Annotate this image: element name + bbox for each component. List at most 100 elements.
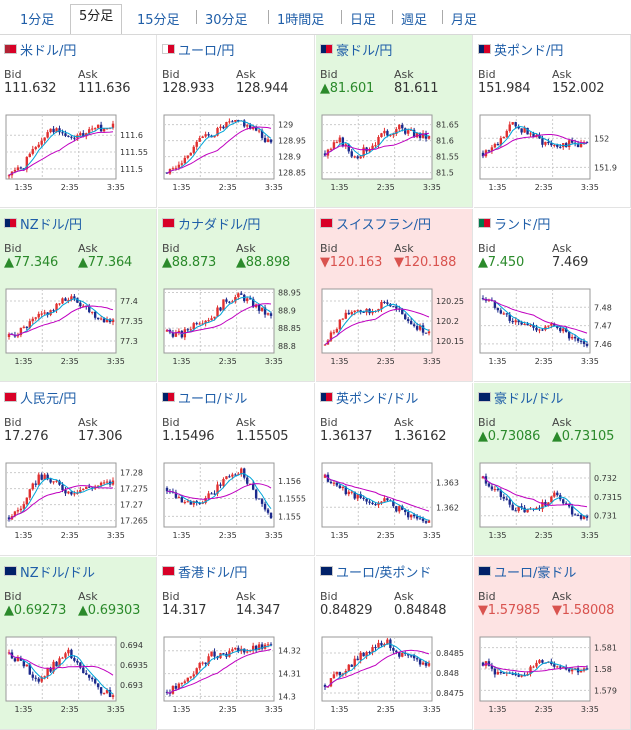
candle-body xyxy=(177,497,181,499)
mini-candle-chart[interactable]: 1.156 1.1555 1.155 1:35 2:35 3:35 xyxy=(162,461,312,543)
tab-0[interactable]: 1分足 xyxy=(20,13,55,28)
mini-candle-chart[interactable]: 129 128.95 128.9 128.85 1:35 2:35 3:35 xyxy=(162,113,312,195)
pair-name-link[interactable]: ランド/円 xyxy=(494,217,551,233)
x-tick-label: 2:35 xyxy=(377,705,395,714)
pair-name-link[interactable]: 香港ドル/円 xyxy=(178,565,248,581)
candle-body xyxy=(395,306,398,309)
pair-name-link[interactable]: ユーロ/豪ドル xyxy=(494,565,577,581)
mini-candle-chart[interactable]: 0.8485 0.848 0.8475 1:35 2:35 3:35 xyxy=(320,635,470,717)
y-tick-label: 1.363 xyxy=(436,479,459,488)
pair-header[interactable]: 英ポンド/円 xyxy=(478,41,564,59)
tab-5[interactable]: 日足 xyxy=(350,13,377,28)
rate-card[interactable]: 豪ドル/ドル Bid Ask ▲0.73086 ▲0.73105 0.732 0.7315 0… xyxy=(474,383,631,556)
rate-card[interactable]: 人民元/円 Bid Ask 17.276 17.306 17.28 17.275 17.27 1… xyxy=(0,383,157,556)
mini-candle-chart[interactable]: 77.4 77.35 77.3 1:35 2:35 3:35 xyxy=(4,287,154,369)
mini-candle-chart[interactable]: 1.363 1.362 1:35 2:35 3:35 xyxy=(320,461,470,543)
rate-card[interactable]: ユーロ/豪ドル Bid Ask ▼1.57985 ▼1.58008 1.581 1.58 1.… xyxy=(474,557,631,730)
rate-card[interactable]: カナダドル/円 Bid Ask ▲88.873 ▲88.898 88.95 88.9 88.8… xyxy=(158,209,315,382)
pair-name-link[interactable]: スイスフラン/円 xyxy=(336,217,431,233)
candle-body xyxy=(105,690,109,693)
mini-candle-chart[interactable]: 111.6 111.55 111.5 1:35 2:35 3:35 xyxy=(4,113,154,195)
pair-header[interactable]: ユーロ/英ポンド xyxy=(320,563,432,581)
pair-name-link[interactable]: NZドル/ドル xyxy=(20,565,96,581)
pair-name-link[interactable]: 英ポンド/ドル xyxy=(336,391,419,407)
pair-name-link[interactable]: 米ドル/円 xyxy=(20,43,77,59)
mini-candle-chart[interactable]: 88.95 88.9 88.85 88.8 1:35 2:35 3:35 xyxy=(162,287,312,369)
rate-card[interactable]: NZドル/ドル Bid Ask ▲0.69273 ▲0.69303 0.694 0.6935… xyxy=(0,557,157,730)
candle-body xyxy=(371,502,374,505)
rate-card[interactable]: ユーロ/円 Bid Ask 128.933 128.944 129 128.95 128.9 1… xyxy=(158,35,315,208)
mini-candle-chart[interactable]: 17.28 17.275 17.27 17.265 1:35 2:35 3:35 xyxy=(4,461,154,543)
tab-6[interactable]: 週足 xyxy=(401,13,428,28)
candle-body xyxy=(204,134,207,137)
rate-card[interactable]: 香港ドル/円 Bid Ask 14.317 14.347 14.32 14.31 14.3 1:… xyxy=(158,557,315,730)
rate-card[interactable]: スイスフラン/円 Bid Ask ▼120.163 ▼120.188 120.25 120.… xyxy=(316,209,473,382)
mini-candle-chart[interactable]: 0.732 0.7315 0.731 1:35 2:35 3:35 xyxy=(478,461,628,543)
pair-header[interactable]: 英ポンド/ドル xyxy=(320,389,419,407)
candle-body xyxy=(377,642,380,648)
pair-header[interactable]: 人民元/円 xyxy=(4,389,77,407)
moving-average-short xyxy=(482,661,587,676)
pair-header[interactable]: 豪ドル/ドル xyxy=(478,389,564,407)
pair-header[interactable]: NZドル/ドル xyxy=(4,563,96,581)
candle-body xyxy=(550,496,553,503)
pair-name-link[interactable]: 人民元/円 xyxy=(20,391,77,407)
pair-name-link[interactable]: NZドル/円 xyxy=(20,217,83,233)
rate-card[interactable]: ランド/円 Bid Ask ▲7.450 7.469 7.48 7.47 7.46 1:35 2:… xyxy=(474,209,631,382)
pair-header[interactable]: ユーロ/豪ドル xyxy=(478,563,577,581)
tab-2[interactable]: 15分足 xyxy=(137,13,180,28)
pair-header[interactable]: 豪ドル/円 xyxy=(320,41,393,59)
rate-card[interactable]: 豪ドル/円 Bid Ask ▲81.601 81.611 81.65 81.6 81.55 81… xyxy=(316,35,473,208)
pair-name-link[interactable]: ユーロ/ドル xyxy=(178,391,248,407)
candle-body xyxy=(243,120,246,127)
candle-body xyxy=(567,669,571,672)
candle-body xyxy=(251,298,255,308)
pair-name-link[interactable]: ユーロ/円 xyxy=(178,43,235,59)
mini-candle-chart[interactable]: 81.65 81.6 81.55 81.5 1:35 2:35 3:35 xyxy=(320,113,470,195)
candle-body xyxy=(43,474,46,480)
rate-card[interactable]: 英ポンド/ドル Bid Ask 1.36137 1.36162 1.363 1.362 1:3… xyxy=(316,383,473,556)
pair-name-link[interactable]: 英ポンド/円 xyxy=(494,43,564,59)
flag-right-part xyxy=(326,45,332,53)
pair-header[interactable]: NZドル/円 xyxy=(4,215,83,233)
rate-card[interactable]: 米ドル/円 Bid Ask 111.632 111.636 111.6 111.55 111.… xyxy=(0,35,157,208)
tab-7[interactable]: 月足 xyxy=(451,13,478,28)
pair-header[interactable]: スイスフラン/円 xyxy=(320,215,431,233)
tab-1[interactable]: 5分足 xyxy=(70,4,123,34)
rate-card[interactable]: NZドル/円 Bid Ask ▲77.346 ▲77.364 77.4 77.35 77.3 1… xyxy=(0,209,157,382)
pair-name-link[interactable]: 豪ドル/円 xyxy=(336,43,393,59)
pair-header[interactable]: ユーロ/円 xyxy=(162,41,235,59)
candle-body xyxy=(499,310,503,314)
candle-body xyxy=(186,677,189,682)
flag-right-part xyxy=(484,219,490,227)
candle-body xyxy=(579,670,583,673)
bid-value: 128.933 xyxy=(162,81,215,96)
mini-candle-chart[interactable]: 0.694 0.6935 0.693 1:35 2:35 3:35 xyxy=(4,635,154,717)
rate-card[interactable]: ユーロ/英ポンド Bid Ask 0.84829 0.84848 0.8485 0.848 0… xyxy=(316,557,473,730)
tab-3[interactable]: 30分足 xyxy=(205,13,248,28)
pair-header[interactable]: 米ドル/円 xyxy=(4,41,77,59)
rate-card[interactable]: ユーロ/ドル Bid Ask 1.15496 1.15505 1.156 1.1555 1.1… xyxy=(158,383,315,556)
pair-header[interactable]: ランド/円 xyxy=(478,215,551,233)
candle-body xyxy=(570,669,574,672)
candle-body xyxy=(108,690,112,698)
pair-name-link[interactable]: カナダドル/円 xyxy=(178,217,261,233)
candle-body xyxy=(234,647,237,650)
pair-name-link[interactable]: 豪ドル/ドル xyxy=(494,391,564,407)
candle-body xyxy=(28,153,31,157)
pair-header[interactable]: カナダドル/円 xyxy=(162,215,261,233)
y-tick-label: 0.7315 xyxy=(594,493,622,502)
mini-candle-chart[interactable]: 7.48 7.47 7.46 1:35 2:35 3:35 xyxy=(478,287,628,369)
mini-candle-chart[interactable]: 152 151.9 1:35 2:35 3:35 xyxy=(478,113,628,195)
candle-body xyxy=(189,329,192,331)
rate-card[interactable]: 英ポンド/円 Bid Ask 151.984 152.002 152 151.9 1:35 2:… xyxy=(474,35,631,208)
mini-candle-chart[interactable]: 14.32 14.31 14.3 1:35 2:35 3:35 xyxy=(162,635,312,717)
pair-header[interactable]: 香港ドル/円 xyxy=(162,563,248,581)
mini-candle-chart[interactable]: 120.25 120.2 120.15 1:35 2:35 3:35 xyxy=(320,287,470,369)
currency-flag-icon xyxy=(162,44,175,54)
tab-4[interactable]: 1時間足 xyxy=(277,13,325,28)
pair-header[interactable]: ユーロ/ドル xyxy=(162,389,248,407)
mini-candle-chart[interactable]: 1.581 1.58 1.579 1:35 2:35 3:35 xyxy=(478,635,628,717)
pair-name-link[interactable]: ユーロ/英ポンド xyxy=(336,565,432,581)
candle-body xyxy=(329,148,333,150)
